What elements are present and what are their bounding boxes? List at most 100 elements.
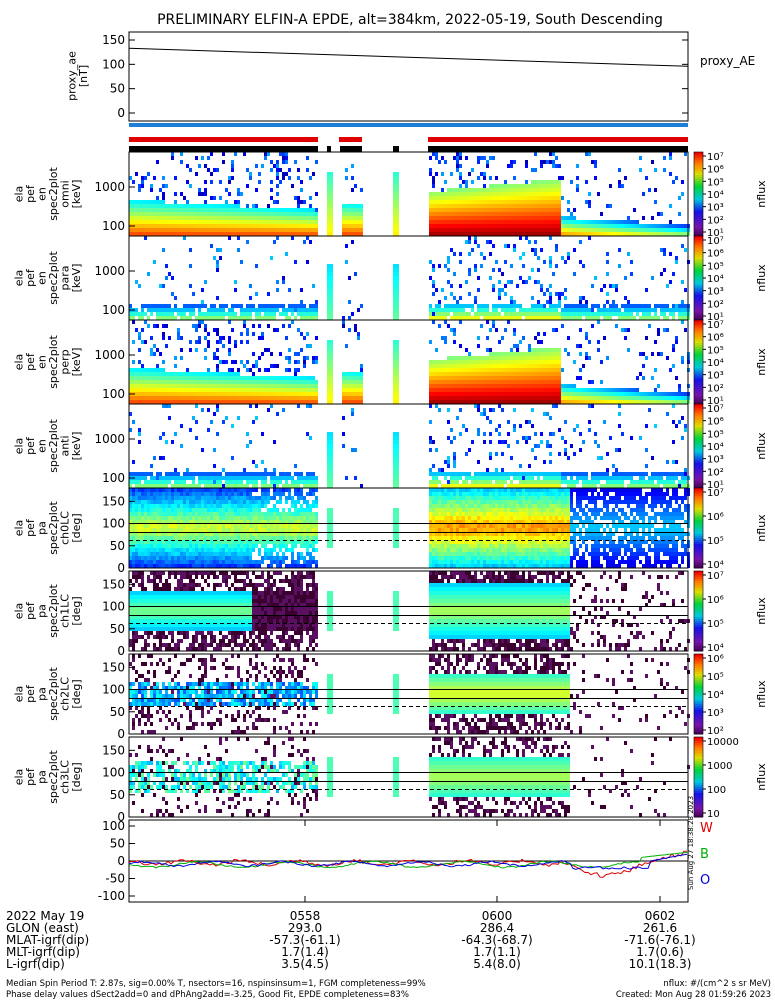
svg-text:[keV]: [keV] bbox=[70, 264, 83, 293]
field-series-o bbox=[128, 853, 688, 870]
svg-text:pef: pef bbox=[24, 352, 37, 371]
footer-row-value: -57.3(-61.1) bbox=[269, 933, 340, 947]
svg-text:pef: pef bbox=[24, 268, 37, 287]
data-coverage-bars bbox=[129, 123, 688, 152]
colorbar-label: nflux bbox=[755, 180, 768, 208]
energy-tick: 1000 bbox=[94, 264, 125, 278]
field-timestamp: Sun Aug 27 18:38:28 2023 bbox=[687, 796, 695, 890]
coverage-red-bar bbox=[129, 137, 318, 142]
colorbar-tick: 10¹ bbox=[707, 228, 724, 239]
colorbar: 10000 1000 100 10 nflux bbox=[693, 736, 768, 820]
colorbar-tick: 10⁶ bbox=[707, 333, 724, 344]
footer-row-value: 10.1(18.3) bbox=[629, 957, 692, 971]
svg-text:ela: ela bbox=[12, 186, 25, 203]
colorbar-tick: 10³ bbox=[707, 455, 724, 466]
pitch-angle-tick: 100 bbox=[102, 517, 125, 531]
field-legend-o: O bbox=[700, 873, 710, 888]
colorbar-tick: 10⁵ bbox=[707, 429, 724, 440]
colorbar-tick: 10³ bbox=[707, 708, 724, 719]
footer-row-label: 2022 May 19 bbox=[6, 909, 84, 923]
colorbar-tick: 10⁵ bbox=[707, 672, 724, 683]
colorbar-label: nflux bbox=[755, 597, 768, 625]
footer-row-label: GLON (east) bbox=[6, 921, 79, 935]
figure-title: PRELIMINARY ELFIN-A EPDE, alt=384km, 202… bbox=[157, 12, 663, 28]
pitch-angle-tick: 100 bbox=[102, 600, 125, 614]
colorbars: 10⁷10⁶10⁵10⁴10³10²10¹nflux10⁷10⁶10⁵10⁴10… bbox=[693, 151, 768, 820]
colorbar-label: nflux bbox=[755, 432, 768, 460]
colorbar-tick: 10000 bbox=[707, 737, 739, 748]
svg-text:perp: perp bbox=[58, 349, 71, 374]
colorbar-tick: 10⁷ bbox=[707, 571, 724, 582]
svg-text:[nT]: [nT] bbox=[77, 65, 90, 87]
footer-row-value: 3.5(4.5) bbox=[281, 957, 329, 971]
colorbar-tick: 10⁴ bbox=[707, 442, 724, 453]
colorbar-tick: 10⁴ bbox=[707, 274, 724, 285]
svg-text:en: en bbox=[35, 271, 48, 285]
colorbar-tick: 10⁶ bbox=[707, 512, 724, 523]
colorbar-tick: 10⁷ bbox=[707, 404, 724, 415]
colorbar-tick: 10¹ bbox=[707, 312, 724, 323]
colorbar-tick: 10⁷ bbox=[707, 236, 724, 247]
coverage-blue-bar bbox=[129, 123, 688, 127]
footer-created: Created: Mon Aug 28 01:59:26 2023 bbox=[616, 990, 771, 1000]
magnetic-field-panel: 100 50 0 -50 -100 WBO Sun Aug 27 18:38:28 2023 bbox=[98, 796, 713, 903]
proxy-ae-ylabel: proxy_ae[nT] bbox=[65, 51, 90, 101]
colorbar-tick: 10⁵ bbox=[707, 177, 724, 188]
energy-tick: 100 bbox=[102, 219, 125, 233]
colorbar-tick: 10³ bbox=[707, 203, 724, 214]
colorbar-label: nflux bbox=[755, 680, 768, 708]
colorbar-tick: 10³ bbox=[707, 287, 724, 298]
colorbar-tick: 10⁷ bbox=[707, 488, 724, 499]
field-tick: -100 bbox=[98, 889, 125, 903]
colorbar-tick: 10⁶ bbox=[707, 417, 724, 428]
colorbar-label: nflux bbox=[755, 348, 768, 376]
footer-row-value: 1.7(1.4) bbox=[281, 945, 329, 959]
pitch-angle-spectrogram-panels: 150100500elapefpaspec2plotch0LC[deg]1501… bbox=[12, 487, 690, 824]
svg-text:para: para bbox=[58, 266, 71, 291]
energy-spectrogram-panels: 1000100elapefenspec2plotomni[keV]1000100… bbox=[12, 151, 690, 489]
colorbar: 10⁶ 10⁵ 10⁴ 10³ 10² nflux bbox=[693, 653, 768, 737]
colorbar-tick: 10⁶ bbox=[707, 165, 724, 176]
colorbar-tick: 100 bbox=[707, 785, 726, 796]
pitch-angle-tick: 50 bbox=[110, 705, 125, 719]
colorbar: 10⁷ 10⁶ 10⁵ 10⁴ nflux bbox=[693, 487, 768, 571]
proxy-ae-frame bbox=[128, 31, 689, 122]
svg-text:en: en bbox=[35, 187, 48, 201]
colorbar-tick: 10² bbox=[707, 299, 724, 310]
energy-tick: 1000 bbox=[94, 180, 125, 194]
colorbar-tick: 10⁶ bbox=[707, 595, 724, 606]
proxy-ae-line bbox=[128, 47, 689, 67]
footer-row-value: 0558 bbox=[290, 909, 321, 923]
footer-row-value: 286.4 bbox=[480, 921, 514, 935]
footer-row-value: -64.3(-68.7) bbox=[461, 933, 532, 947]
footer-row-value: 261.6 bbox=[643, 921, 677, 935]
energy-tick: 100 bbox=[102, 303, 125, 317]
colorbar-tick: 10⁴ bbox=[707, 560, 724, 571]
pitch-angle-tick: 150 bbox=[102, 743, 125, 757]
colorbar-tick: 10³ bbox=[707, 371, 724, 382]
colorbar-tick: 10⁷ bbox=[707, 152, 724, 163]
svg-text:pef: pef bbox=[24, 184, 37, 203]
footer-row-value: 0602 bbox=[645, 909, 676, 923]
footer-row-value: 293.0 bbox=[288, 921, 322, 935]
pitch-angle-tick: 0 bbox=[117, 810, 125, 824]
field-series-w bbox=[128, 850, 688, 878]
colorbar-tick: 10⁵ bbox=[707, 345, 724, 356]
pitch-angle-tick: 150 bbox=[102, 494, 125, 508]
pitch-angle-tick: 50 bbox=[110, 788, 125, 802]
proxy-ae-panel: 150 100 50 0 proxy_AE proxy_ae[nT] bbox=[65, 31, 755, 122]
pitch-angle-frame bbox=[128, 736, 689, 818]
svg-text:spec2plot: spec2plot bbox=[47, 335, 60, 389]
pitch-angle-frame bbox=[128, 570, 689, 652]
footer-note-2: Phase delay values dSect2add=0 and dPhAn… bbox=[6, 990, 409, 1000]
colorbar-tick: 10² bbox=[707, 726, 724, 737]
svg-text:en: en bbox=[35, 355, 48, 369]
